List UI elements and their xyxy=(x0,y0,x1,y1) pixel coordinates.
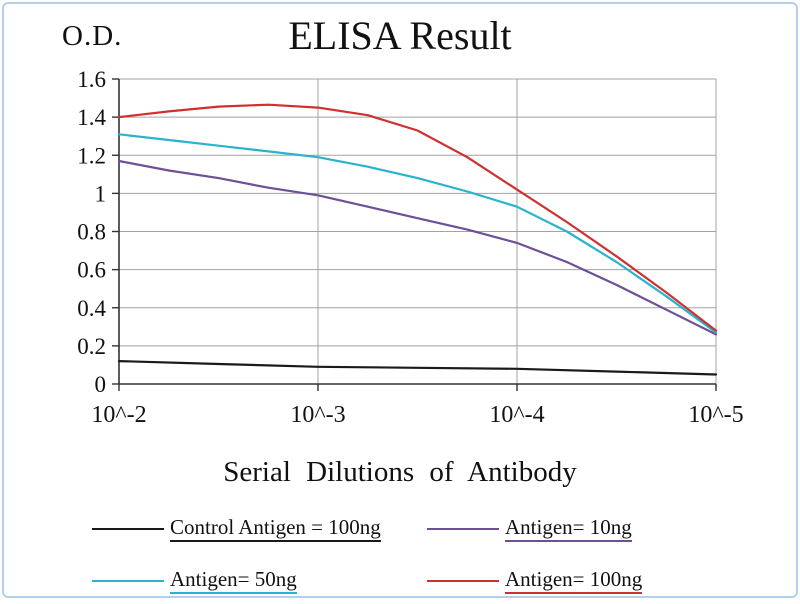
legend-label: Antigen= 50ng xyxy=(170,568,297,595)
legend-item-antigen-10ng: Antigen= 10ng xyxy=(427,515,752,543)
x-tick-label: 10^-5 xyxy=(688,402,743,428)
legend-line-swatch-red xyxy=(427,580,499,583)
series-line-antigen-50ng xyxy=(117,133,718,334)
series-line-antigen-100ng xyxy=(117,103,718,332)
y-tick-label: 0.6 xyxy=(77,258,106,283)
series-line-antigen-10ng xyxy=(117,159,718,336)
y-tick-label: 1.2 xyxy=(77,143,106,168)
y-axis-title: O.D. xyxy=(62,20,123,52)
legend-line-swatch-purple xyxy=(427,528,499,531)
legend-item-antigen-50ng: Antigen= 50ng xyxy=(92,568,417,595)
legend-line-swatch-cyan xyxy=(92,580,164,583)
legend-label: Antigen= 100ng xyxy=(505,568,643,595)
x-tick-label: 10^-3 xyxy=(290,402,345,428)
y-tick-label: 0.8 xyxy=(77,220,106,245)
series-line-control-antigen-100ng xyxy=(117,360,718,376)
y-tick-label: 0 xyxy=(95,372,107,397)
legend-item-control-antigen-100ng: Control Antigen = 100ng xyxy=(92,515,417,543)
legend-line-swatch-black xyxy=(92,528,164,531)
chart-legend: Control Antigen = 100ng Antigen= 10ng An… xyxy=(92,515,752,595)
y-tick-label: 0.2 xyxy=(77,334,106,359)
legend-item-antigen-100ng: Antigen= 100ng xyxy=(427,568,752,595)
x-tick-label: 10^-4 xyxy=(489,402,544,428)
elisa-line-plot: 0 0.2 0.4 0.6 0.8 1 1.2 1.4 1.6 10^-2 10^-3 10^-4 10… xyxy=(77,67,743,428)
y-tick-label: 1.6 xyxy=(77,67,106,92)
gridlines xyxy=(118,78,717,384)
legend-label: Control Antigen = 100ng xyxy=(170,515,381,543)
chart-title: ELISA Result xyxy=(288,13,512,58)
x-tick-label: 10^-2 xyxy=(91,402,146,428)
y-tick-label: 0.4 xyxy=(77,296,106,321)
x-axis-title: Serial Dilutions of Antibody xyxy=(223,456,577,488)
tick-marks xyxy=(112,78,717,391)
y-tick-label: 1.4 xyxy=(77,105,106,130)
legend-label: Antigen= 10ng xyxy=(505,515,632,543)
y-tick-label: 1 xyxy=(95,181,107,206)
